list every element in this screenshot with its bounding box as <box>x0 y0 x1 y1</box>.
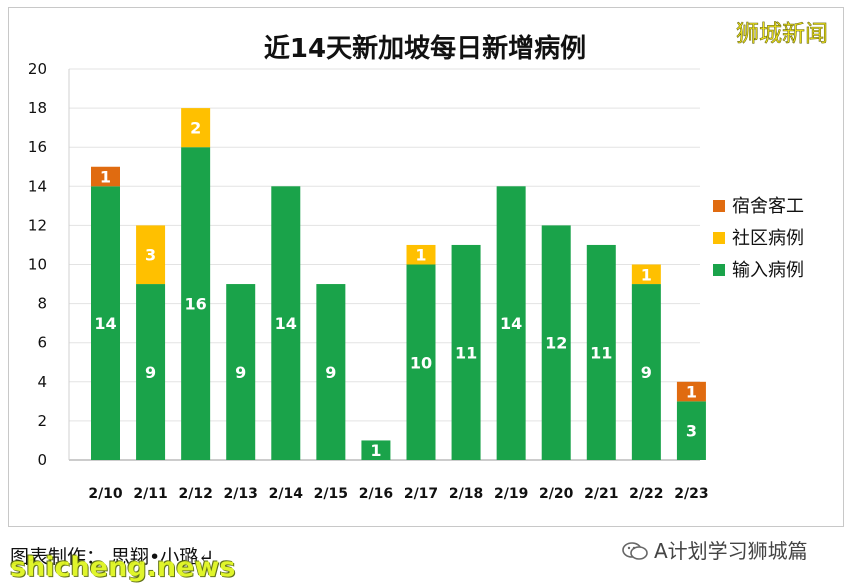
bar-segment <box>226 284 256 460</box>
data-label: 14 <box>94 314 116 333</box>
bar-segment <box>631 284 661 460</box>
x-tick-label: 2/11 <box>133 486 167 502</box>
bar-segment <box>181 108 211 148</box>
y-tick-label: 4 <box>37 373 47 391</box>
data-label: 1 <box>370 441 381 460</box>
data-label: 9 <box>325 363 336 382</box>
data-label: 9 <box>235 363 246 382</box>
bar-segment <box>406 244 436 265</box>
legend-label: 输入病例 <box>732 260 804 281</box>
wechat-account: A计划学习狮城篇 <box>622 535 808 564</box>
bar-segment <box>136 284 166 460</box>
x-tick-label: 2/15 <box>314 486 348 502</box>
data-label: 14 <box>275 314 297 333</box>
legend-swatch <box>713 264 725 276</box>
x-tick-label: 2/12 <box>178 486 212 502</box>
x-tick-label: 2/18 <box>449 486 483 502</box>
data-label: 10 <box>410 353 432 372</box>
bar-segment <box>91 166 120 187</box>
x-tick-label: 2/21 <box>584 486 618 502</box>
x-tick-label: 2/20 <box>539 486 574 502</box>
bar-segment <box>361 440 391 460</box>
legend-label: 宿舍客工 <box>732 196 804 217</box>
y-tick-label: 6 <box>37 334 47 352</box>
data-label: 9 <box>641 363 652 382</box>
legend-label: 社区病例 <box>732 228 804 249</box>
y-tick-label: 20 <box>28 60 47 78</box>
bar-segment <box>586 244 616 460</box>
bar-segment <box>676 401 706 460</box>
y-tick-label: 8 <box>37 295 47 313</box>
data-label: 3 <box>145 246 156 265</box>
y-tick-label: 16 <box>28 138 47 156</box>
data-label: 14 <box>500 314 522 333</box>
x-tick-label: 2/22 <box>629 486 663 502</box>
data-label: 1 <box>686 383 697 402</box>
x-tick-label: 2/23 <box>674 486 708 502</box>
bar-segment <box>496 186 526 461</box>
x-tick-label: 2/10 <box>88 486 123 502</box>
bar-segment <box>541 225 571 460</box>
bar-segment <box>451 244 481 460</box>
bar-segment <box>136 225 166 285</box>
bar-segment <box>181 147 211 460</box>
data-label: 3 <box>686 422 697 441</box>
bar-segment <box>316 284 346 460</box>
wechat-label: A计划学习狮城篇 <box>654 539 808 563</box>
x-tick-label: 2/14 <box>269 486 304 502</box>
bar-segment <box>676 381 706 402</box>
brand-label: 狮城新闻 <box>736 21 828 47</box>
data-label: 1 <box>415 246 426 265</box>
x-tick-label: 2/17 <box>404 486 438 502</box>
chart-title: 近14天新加坡每日新增病例 <box>264 33 586 64</box>
x-tick-label: 2/19 <box>494 486 528 502</box>
y-tick-label: 12 <box>28 216 47 234</box>
y-tick-label: 14 <box>28 177 47 195</box>
bar-segment <box>91 186 120 461</box>
bar-segment <box>631 264 661 285</box>
x-tick-label: 2/16 <box>359 486 393 502</box>
bar-segment <box>406 264 436 460</box>
bar-segment <box>271 186 301 461</box>
data-label: 2 <box>190 119 201 138</box>
site-watermark: shicheng.news <box>10 552 236 583</box>
data-label: 11 <box>590 343 612 362</box>
data-label: 12 <box>545 334 567 353</box>
y-tick-label: 2 <box>37 412 47 430</box>
data-label: 1 <box>641 265 652 284</box>
chart-credit: 图表制作： 思翔•小璐↵ <box>10 546 215 568</box>
y-tick-label: 18 <box>28 99 47 117</box>
wechat-icon <box>622 542 648 560</box>
data-label: 1 <box>100 168 111 187</box>
y-tick-label: 0 <box>37 451 47 469</box>
legend-swatch <box>713 232 725 244</box>
data-label: 11 <box>455 343 477 362</box>
legend-swatch <box>713 200 725 212</box>
data-label: 16 <box>185 295 207 314</box>
x-tick-label: 2/13 <box>224 486 258 502</box>
y-tick-label: 10 <box>28 256 47 274</box>
data-label: 9 <box>145 363 156 382</box>
